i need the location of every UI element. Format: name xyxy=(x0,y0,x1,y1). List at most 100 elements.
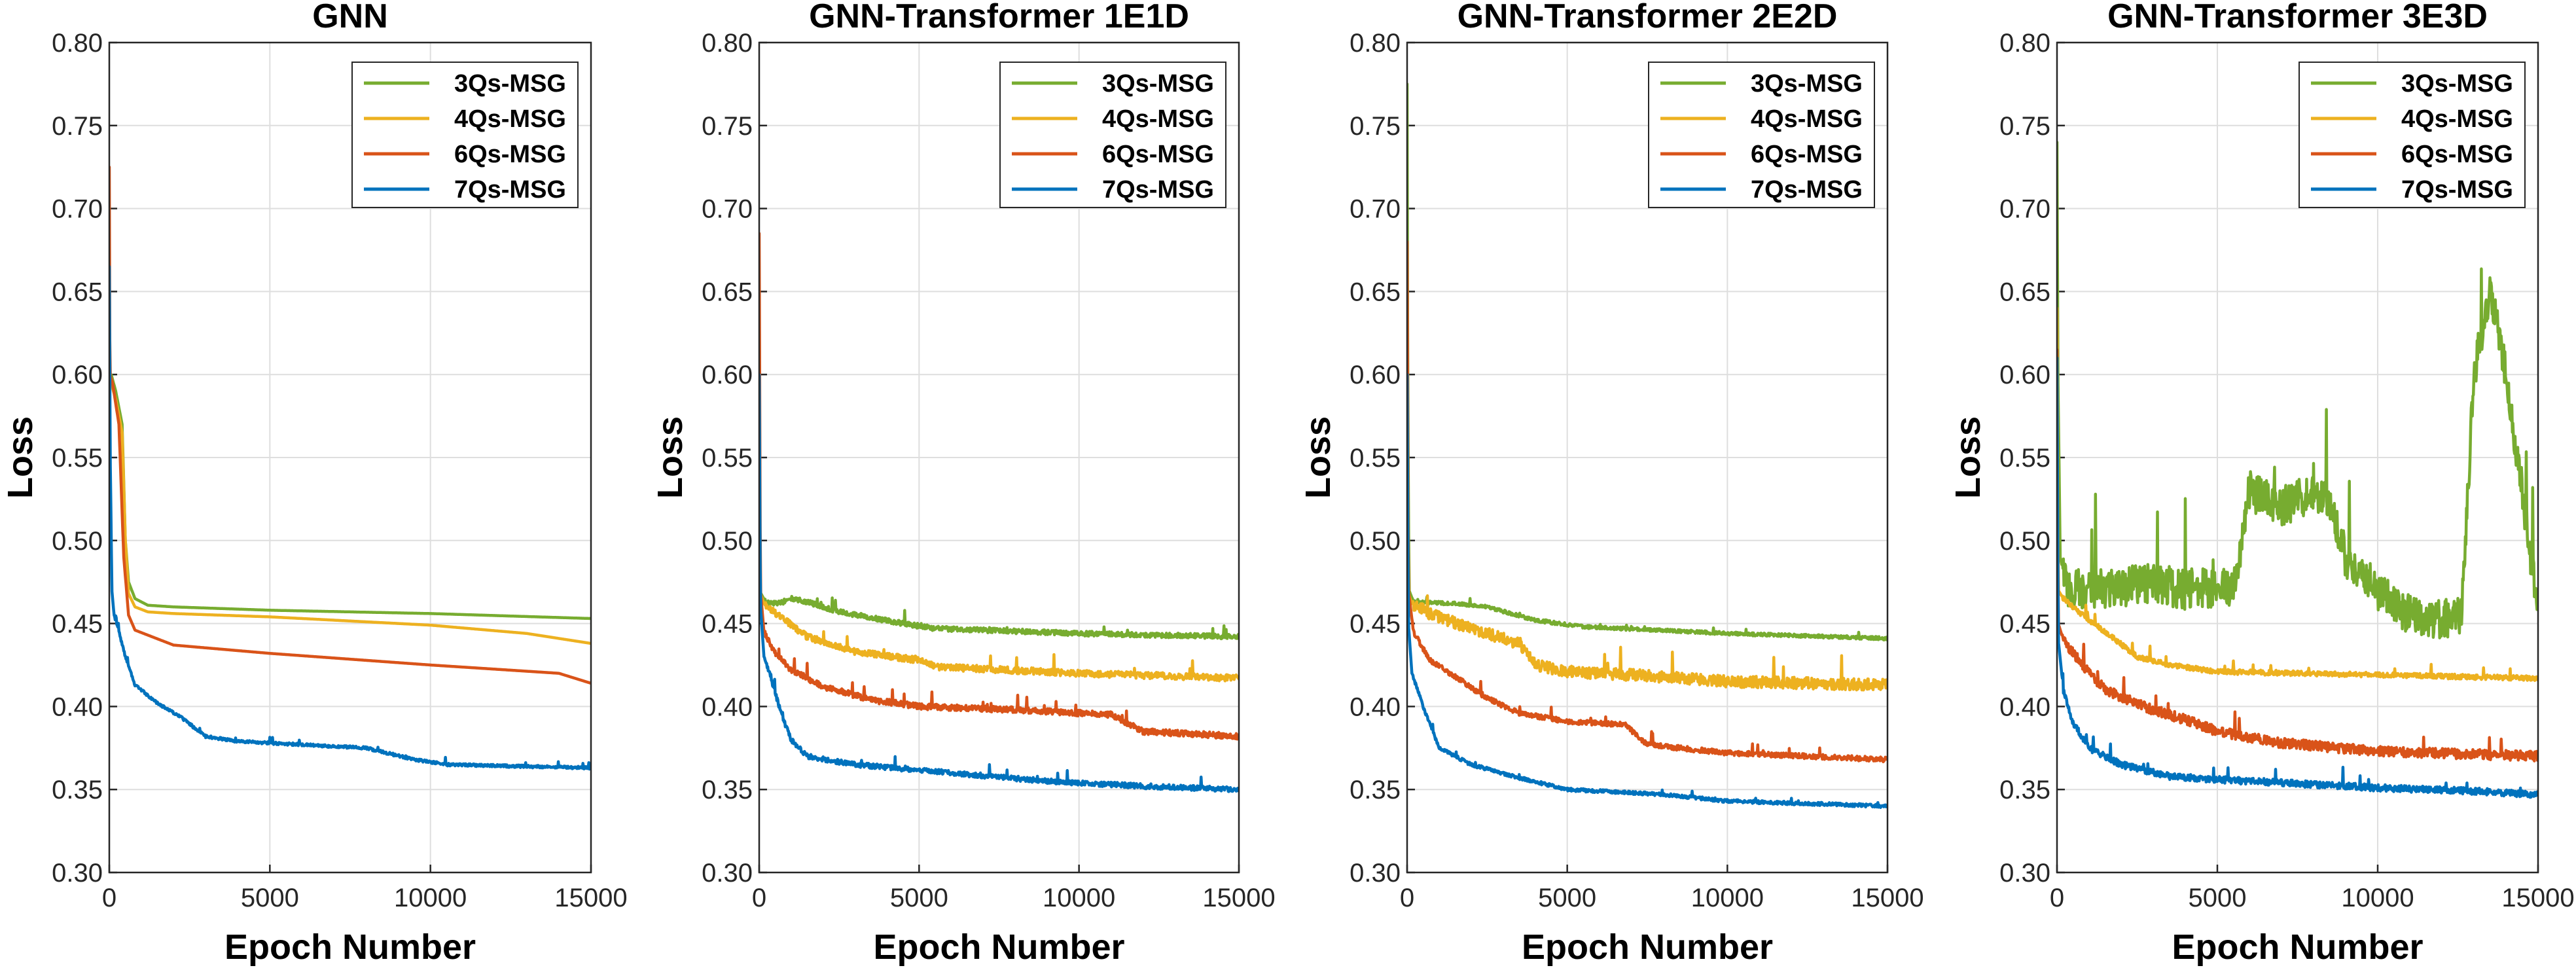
legend-entry: 4Qs-MSG xyxy=(1751,105,1863,133)
y-tick-label: 0.80 xyxy=(1999,29,2050,58)
y-tick-label: 0.50 xyxy=(702,527,753,556)
legend-entry: 4Qs-MSG xyxy=(2401,105,2513,133)
x-tick-label: 5000 xyxy=(2189,884,2247,912)
chart-panel-4: 0.30 0.35 0.40 0.45 0.50 0.55 0.60 0.65 0.70 0.75… xyxy=(1948,0,2575,967)
y-tick-label: 0.30 xyxy=(1999,859,2050,888)
x-axis-label: Epoch Number xyxy=(224,927,476,967)
chart-title: GNN-Transformer 3E3D xyxy=(2107,0,2488,35)
legend-box xyxy=(351,62,579,208)
x-tick-label: 5000 xyxy=(890,884,948,912)
plot-frame xyxy=(758,41,1240,874)
series-line-7qs-msg xyxy=(2057,356,2538,799)
y-tick-label: 0.35 xyxy=(1350,776,1401,804)
y-tick-label: 0.65 xyxy=(52,278,103,306)
y-tick-label: 0.45 xyxy=(702,610,753,639)
legend-box xyxy=(1648,62,1875,208)
y-tick-label: 0.60 xyxy=(1350,361,1401,389)
y-tick-label: 0.65 xyxy=(1350,278,1401,306)
y-tick-label: 0.45 xyxy=(1999,610,2050,639)
legend-entry: 7Qs-MSG xyxy=(454,176,566,204)
series-line-7qs-msg xyxy=(109,265,591,771)
series-line-3qs-msg xyxy=(1407,82,1887,641)
legend-entry: 7Qs-MSG xyxy=(1102,176,1214,204)
x-tick-label: 0 xyxy=(102,884,116,912)
legend: 3Qs-MSG 4Qs-MSG 6Qs-MSG 7Qs-MSG xyxy=(2299,62,2526,208)
legend: 3Qs-MSG 4Qs-MSG 6Qs-MSG 7Qs-MSG xyxy=(1648,62,1875,208)
series-line-6qs-msg xyxy=(2057,348,2538,763)
chart-title: GNN-Transformer 2E2D xyxy=(1458,0,1838,35)
legend-entry: 3Qs-MSG xyxy=(1751,70,1863,98)
legend-entry: 4Qs-MSG xyxy=(454,105,566,133)
plot-frame xyxy=(108,41,592,874)
y-tick-label: 0.75 xyxy=(1999,112,2050,141)
chart-panel-2: 0.30 0.35 0.40 0.45 0.50 0.55 0.60 0.65 0.70 0.75… xyxy=(651,0,1276,967)
legend-entry: 3Qs-MSG xyxy=(2401,70,2513,98)
y-axis-label: Loss xyxy=(1298,416,1338,499)
y-tick-label: 0.70 xyxy=(1999,195,2050,224)
x-tick-label: 15000 xyxy=(2501,884,2574,912)
plot-frame xyxy=(2056,41,2539,874)
y-tick-label: 0.35 xyxy=(52,776,103,804)
y-tick-label: 0.60 xyxy=(1999,361,2050,389)
x-tick-label: 10000 xyxy=(1043,884,1115,912)
y-tick-label: 0.60 xyxy=(52,361,103,389)
legend-entry: 6Qs-MSG xyxy=(454,141,566,168)
legend-box xyxy=(999,62,1226,208)
y-tick-label: 0.55 xyxy=(1999,444,2050,473)
y-tick-label: 0.80 xyxy=(52,29,103,58)
legend-entry: 3Qs-MSG xyxy=(1102,70,1214,98)
x-tick-label: 15000 xyxy=(1202,884,1275,912)
chart-panel-1: 0.30 0.35 0.40 0.45 0.50 0.55 0.60 0.65 0.70 0.75… xyxy=(1,0,628,967)
series-line-4qs-msg xyxy=(759,588,1239,683)
x-tick-label: 10000 xyxy=(2341,884,2414,912)
x-tick-label: 15000 xyxy=(554,884,627,912)
chart-title: GNN-Transformer 1E1D xyxy=(809,0,1189,35)
y-tick-label: 0.75 xyxy=(702,112,753,141)
y-tick-label: 0.65 xyxy=(702,278,753,306)
y-tick-label: 0.55 xyxy=(1350,444,1401,473)
x-tick-label: 5000 xyxy=(241,884,299,912)
x-tick-label: 15000 xyxy=(1851,884,1923,912)
y-tick-label: 0.40 xyxy=(1350,692,1401,721)
y-tick-label: 0.35 xyxy=(702,776,753,804)
chart-panel-3: 0.30 0.35 0.40 0.45 0.50 0.55 0.60 0.65 0.70 0.75… xyxy=(1298,0,1924,967)
legend-entry: 4Qs-MSG xyxy=(1102,105,1214,133)
series-line-3qs-msg xyxy=(759,588,1239,641)
x-tick-label: 10000 xyxy=(394,884,467,912)
series-line-6qs-msg xyxy=(1407,240,1887,764)
y-tick-label: 0.70 xyxy=(52,195,103,224)
y-tick-label: 0.30 xyxy=(52,859,103,888)
series-line-7qs-msg xyxy=(1407,372,1887,809)
series-line-3qs-msg xyxy=(2057,140,2538,639)
y-axis-label: Loss xyxy=(1,416,40,499)
x-axis-label: Epoch Number xyxy=(2172,927,2423,967)
x-tick-label: 10000 xyxy=(1691,884,1764,912)
series-line-4qs-msg xyxy=(109,372,591,645)
plot-frame xyxy=(1406,41,1889,874)
y-tick-label: 0.40 xyxy=(1999,692,2050,721)
y-axis-label: Loss xyxy=(1948,416,1988,499)
y-tick-label: 0.75 xyxy=(1350,112,1401,141)
x-tick-label: 5000 xyxy=(1538,884,1596,912)
legend-entry: 6Qs-MSG xyxy=(1102,141,1214,168)
legend-entry: 7Qs-MSG xyxy=(2401,176,2513,204)
y-tick-label: 0.75 xyxy=(52,112,103,141)
x-tick-label: 0 xyxy=(1400,884,1414,912)
y-tick-label: 0.40 xyxy=(702,692,753,721)
y-tick-label: 0.50 xyxy=(52,527,103,556)
legend-entry: 6Qs-MSG xyxy=(1751,141,1863,168)
y-tick-label: 0.30 xyxy=(1350,859,1401,888)
legend-box xyxy=(2299,62,2526,208)
y-tick-label: 0.30 xyxy=(702,859,753,888)
y-tick-label: 0.70 xyxy=(1350,195,1401,224)
y-tick-label: 0.55 xyxy=(52,444,103,473)
series-line-3qs-msg xyxy=(109,372,591,620)
y-tick-label: 0.60 xyxy=(702,361,753,389)
series-line-6qs-msg xyxy=(759,232,1239,741)
series-line-4qs-msg xyxy=(2057,306,2538,682)
y-tick-label: 0.70 xyxy=(702,195,753,224)
series-line-7qs-msg xyxy=(759,372,1239,793)
legend-entry: 3Qs-MSG xyxy=(454,70,566,98)
y-axis-label: Loss xyxy=(651,416,690,499)
